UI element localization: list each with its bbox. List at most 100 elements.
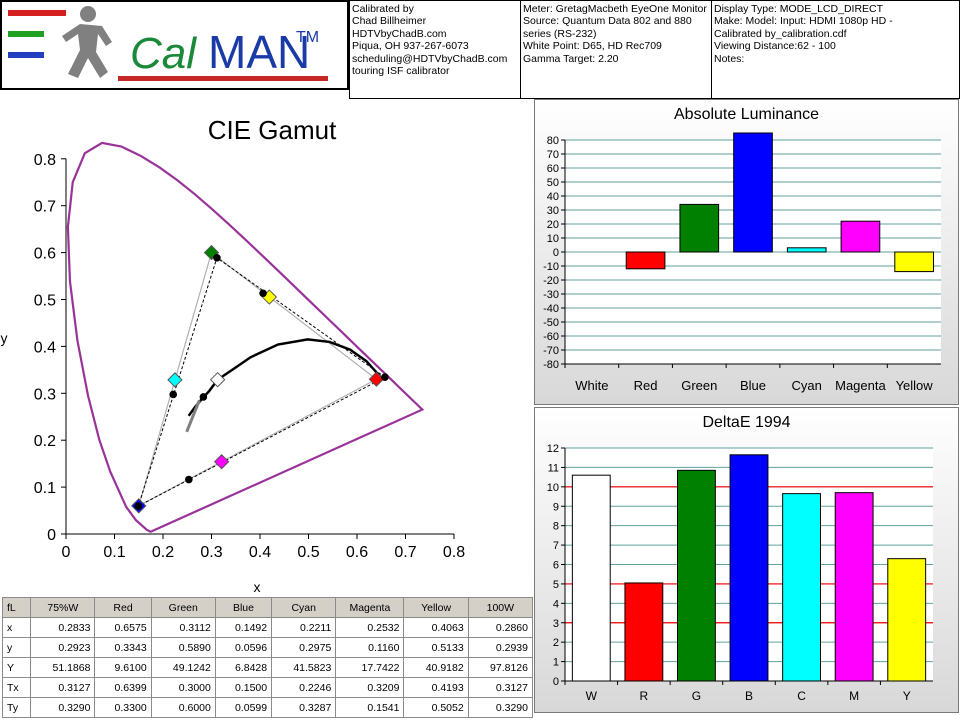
- y-tick-label: 30: [547, 205, 559, 217]
- calibrator-line: Piqua, OH 937-267-6073: [352, 40, 469, 53]
- running-man-icon: [62, 6, 112, 78]
- display-line: Notes:: [714, 52, 745, 65]
- meter-line: White Point: D65, HD Rec709: [523, 40, 662, 53]
- table-cell: 0.0596: [214, 637, 273, 658]
- table-cell: 0.3290: [30, 697, 96, 718]
- display-line: Calibrated by_calibration.cdf: [714, 27, 847, 40]
- y-axis-label: y: [1, 330, 8, 346]
- column-header: Magenta: [335, 597, 405, 618]
- table-cell: 0.1500: [214, 677, 273, 698]
- logo-man-text: MAN: [208, 26, 310, 78]
- y-tick-label: 0.5: [34, 293, 56, 310]
- column-header: Green: [150, 597, 216, 618]
- x-tick-label: R: [640, 689, 649, 703]
- bar-cyan: [786, 247, 827, 253]
- table-row: Y 51.1868 9.6100 49.1242 6.8428 41.5823 17.742…: [1, 657, 534, 678]
- column-header: 100W: [467, 597, 534, 618]
- logo-tm-text: TM: [296, 29, 319, 46]
- table-cell: 0.2975: [271, 637, 337, 658]
- meter-line: Gamma Target: 2.20: [523, 52, 619, 65]
- table-cell: 0.2833: [30, 617, 96, 638]
- y-tick-label: -40: [543, 303, 559, 315]
- table-cell: 41.5823: [271, 657, 337, 678]
- table-cell: 0.3112: [150, 617, 216, 638]
- x-tick-label: 0.2: [152, 544, 174, 561]
- y-tick-label: 0.2: [34, 433, 56, 450]
- y-tick-label: 0.4: [34, 339, 56, 356]
- bar-r: [624, 582, 664, 682]
- table-cell: 0.4063: [403, 617, 469, 638]
- table-cell: 0.2860: [467, 617, 534, 638]
- logo-graphic: Cal MAN TM: [8, 6, 328, 81]
- logo-underline: [118, 76, 328, 81]
- table-cell: 6.8428: [214, 657, 273, 678]
- calibrator-line: scheduling@HDTVbyChadB.com: [352, 52, 508, 65]
- absolute-luminance-panel: Absolute Luminance 80 70 60 50 40 30 20 10 0 -10 -…: [534, 99, 959, 405]
- deltae-chart-title: DeltaE 1994: [702, 414, 791, 431]
- y-tick-label: 3: [553, 618, 559, 630]
- y-tick-label: 5: [553, 579, 559, 591]
- row-label: x: [1, 617, 32, 638]
- x-tick-label: Cyan: [792, 378, 822, 393]
- bar-c: [782, 493, 821, 682]
- table-cell: 0.2923: [30, 637, 96, 658]
- table-cell: 51.1868: [30, 657, 96, 678]
- x-tick-label: 0.5: [297, 544, 319, 561]
- table-cell: 0.5133: [403, 637, 469, 658]
- cie-axes: 0 0.1 0.2 0.3 0.4 0.5 0.6 0.7 0.8 0 0.1 0.2 0.3 0.4 0.…: [34, 152, 465, 561]
- target-point-white: [209, 371, 226, 388]
- table-cell: 9.6100: [94, 657, 152, 678]
- meter-line: Source: Quantum Data 802 and 880: [523, 15, 692, 28]
- meter-line: series (RS-232): [523, 27, 597, 40]
- y-tick-label: 0.3: [34, 386, 56, 403]
- bar-yellow: [894, 251, 934, 273]
- table-cell: 0.3000: [150, 677, 216, 698]
- bar-blue: [733, 132, 773, 253]
- table-cell: 0.6399: [94, 677, 152, 698]
- x-tick-label: Yellow: [896, 378, 934, 393]
- y-tick-label: 10: [547, 233, 559, 245]
- y-tick-label: 70: [547, 149, 559, 161]
- table-cell: 0.0599: [214, 697, 273, 718]
- y-tick-label: -80: [543, 359, 559, 371]
- row-label: Tx: [1, 677, 32, 698]
- y-tick-label: -10: [543, 261, 559, 273]
- display-line: Display Type: MODE_LCD_DIRECT: [714, 3, 884, 15]
- meter-line: Meter: GretagMacbeth EyeOne Monitor: [523, 3, 707, 15]
- table-cell: 0.5052: [403, 697, 469, 718]
- calibrator-line: Calibrated by: [352, 3, 414, 15]
- calibrator-line: HDTVbyChadB.com: [352, 27, 447, 40]
- measured-point: [134, 502, 143, 510]
- x-tick-label: 0.1: [103, 544, 125, 561]
- row-label: Ty: [1, 697, 32, 718]
- table-cell: 0.1541: [335, 697, 405, 718]
- table-row: Ty 0.3290 0.3300 0.6000 0.0599 0.3287 0.1541 0.…: [1, 697, 534, 718]
- logo-blue-bar: [8, 52, 44, 58]
- x-tick-label: Y: [903, 689, 911, 703]
- column-header: Blue: [214, 597, 273, 618]
- display-line: Make: Model: Input: HDMI 1080p HD -: [714, 15, 893, 28]
- measured-point: [199, 393, 208, 401]
- y-tick-label: 80: [547, 135, 559, 147]
- y-tick-label: 12: [547, 443, 559, 455]
- table-cell: 0.3209: [335, 677, 405, 698]
- x-tick-label: Green: [681, 378, 717, 393]
- bar-green: [679, 203, 720, 253]
- white-point-trail: [185, 399, 201, 433]
- table-cell: 0.3127: [30, 677, 96, 698]
- y-tick-label: 0.8: [34, 152, 56, 169]
- target-point-red: [368, 371, 385, 387]
- y-tick-label: 2: [553, 637, 559, 649]
- y-tick-label: 0.7: [34, 199, 56, 216]
- table-cell: 0.4193: [403, 677, 469, 698]
- bar-magenta: [840, 220, 881, 253]
- table-cell: 0.3343: [94, 637, 152, 658]
- target-point-magenta: [213, 454, 230, 470]
- table-cell: 0.6000: [150, 697, 216, 718]
- table-cell: 40.9182: [403, 657, 469, 678]
- table-cell: 0.3287: [271, 697, 337, 718]
- table-cell: 0.3290: [467, 697, 534, 718]
- measured-point: [213, 253, 221, 262]
- x-tick-label: 0.3: [200, 544, 222, 561]
- table-cell: 17.7422: [335, 657, 405, 678]
